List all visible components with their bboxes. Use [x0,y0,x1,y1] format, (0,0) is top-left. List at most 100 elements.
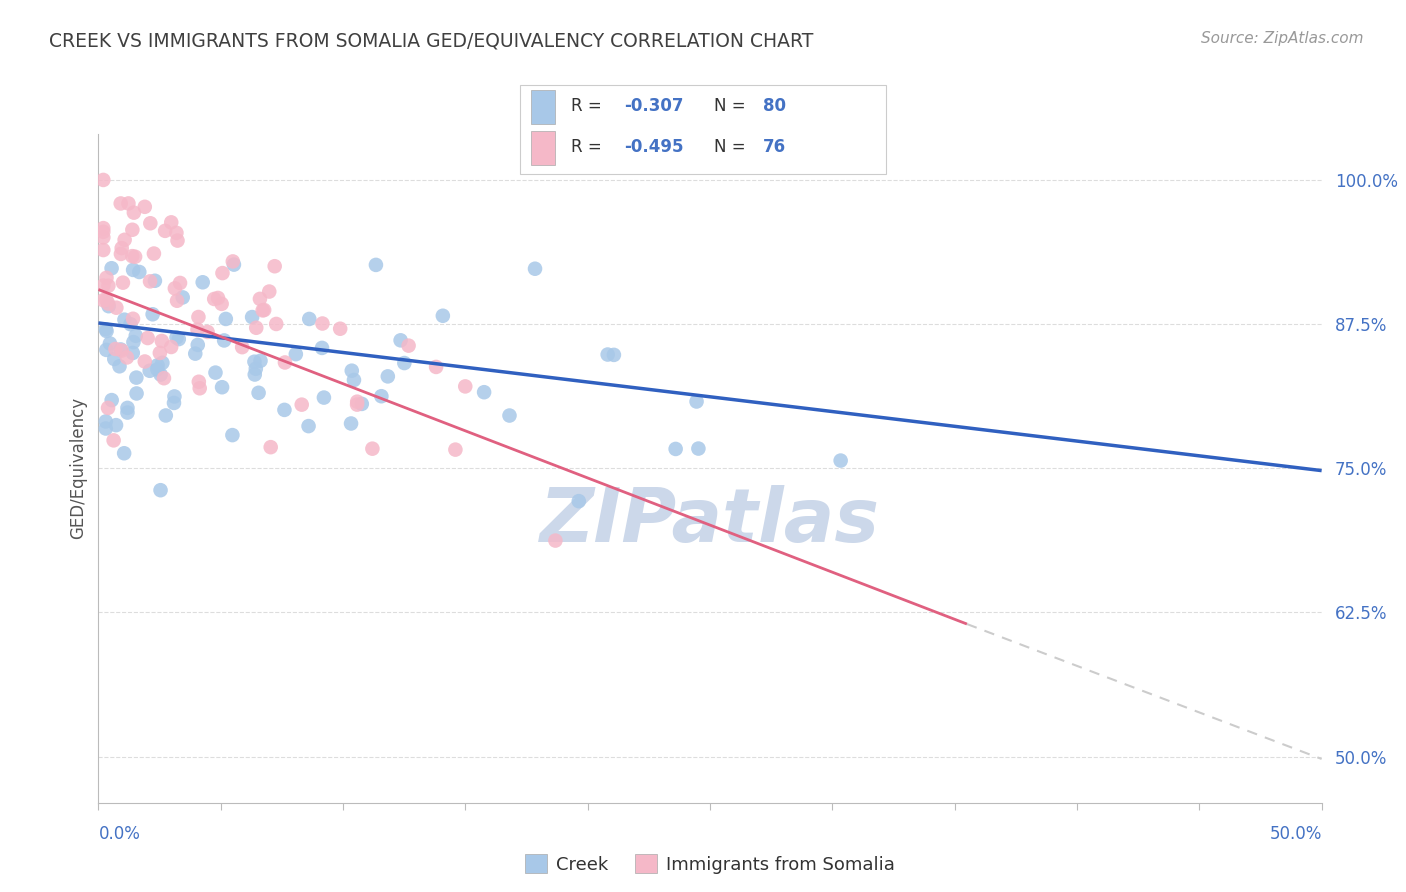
Point [329,322,352,336]
Point [544,533,567,548]
Point [498,409,520,423]
Point [454,379,477,393]
Point [138,364,160,378]
Point [211,266,233,280]
Point [155,409,177,423]
Point [191,275,214,289]
Point [472,385,495,400]
Point [114,233,136,247]
Point [165,226,187,240]
Point [186,323,208,337]
Point [389,334,412,348]
Point [252,303,274,318]
Point [94,415,117,429]
Point [120,317,142,331]
Point [202,292,225,306]
Point [249,353,271,368]
Point [568,494,591,508]
Point [97,299,120,313]
Point [211,380,233,394]
Point [122,335,145,350]
Text: -0.495: -0.495 [624,138,683,156]
Point [298,312,321,326]
Point [291,398,314,412]
Point [688,442,710,456]
Point [215,312,238,326]
Point [249,292,271,306]
Point [112,446,135,460]
Point [377,369,399,384]
Point [188,381,211,395]
Text: R =: R = [571,138,607,156]
Point [96,343,118,357]
Point [104,342,127,356]
Text: -0.307: -0.307 [624,97,683,115]
Point [167,332,190,346]
Point [111,343,134,358]
Point [222,258,245,272]
Point [207,291,229,305]
Point [187,375,209,389]
Point [364,258,387,272]
Point [160,340,183,354]
Point [524,261,547,276]
Point [260,440,283,454]
Point [243,355,266,369]
Point [94,421,117,435]
Text: R =: R = [571,97,607,115]
Point [125,328,148,343]
Point [603,348,626,362]
Point [149,346,172,360]
Point [243,368,266,382]
Point [274,355,297,369]
Point [311,317,333,331]
Point [172,290,194,304]
Point [247,385,270,400]
Point [117,406,139,420]
Point [96,324,118,338]
Point [105,301,128,315]
Point [163,281,186,295]
Point [146,362,169,376]
Point [346,398,368,412]
Point [197,325,219,339]
Text: Source: ZipAtlas.com: Source: ZipAtlas.com [1201,31,1364,46]
Point [122,263,145,277]
Point [108,359,131,374]
Point [143,274,166,288]
Point [103,434,125,448]
Point [370,389,392,403]
Point [240,310,263,324]
Point [134,200,156,214]
Point [96,293,118,307]
Point [142,307,165,321]
Point [121,346,143,360]
Point [245,361,267,376]
Point [166,330,188,344]
Point [121,249,143,263]
Point [166,234,188,248]
Point [343,373,366,387]
Legend: Creek, Immigrants from Somalia: Creek, Immigrants from Somalia [517,847,903,880]
Point [110,343,132,357]
Point [204,366,226,380]
Point [91,278,114,293]
Point [184,346,207,360]
Point [340,364,363,378]
Point [128,265,150,279]
Point [263,259,285,273]
Point [231,340,253,354]
Point [394,356,416,370]
Point [111,241,134,255]
Point [96,270,118,285]
Point [94,322,117,336]
Point [111,276,134,290]
Point [105,418,128,433]
Point [160,215,183,229]
Point [117,401,139,415]
Point [146,359,169,373]
Point [346,394,368,409]
Point [340,417,363,431]
Point [221,428,243,442]
Point [149,368,172,382]
